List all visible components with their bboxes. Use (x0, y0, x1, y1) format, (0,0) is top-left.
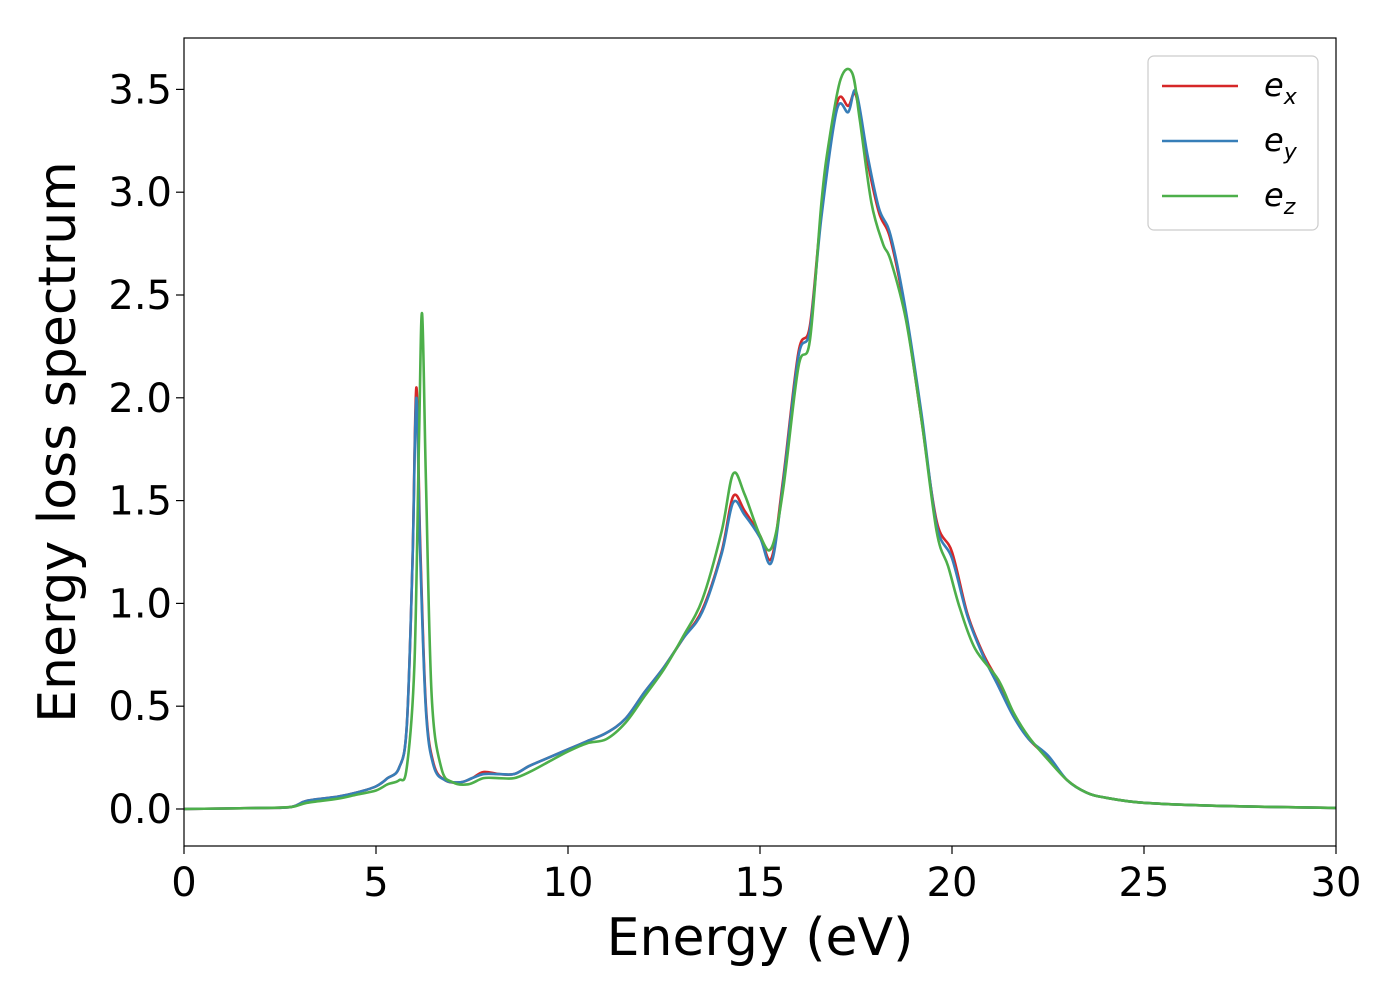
y-tick-label: 0.0 (108, 787, 172, 833)
y-axis-ticks: 0.0 0.5 1.0 1.5 2.0 2.5 3.0 3.5 (108, 67, 184, 833)
x-axis-ticks: 0 5 10 15 20 25 30 (171, 846, 1361, 906)
x-tick-label: 30 (1311, 860, 1362, 906)
legend-label-ez: ez (1264, 176, 1296, 220)
y-tick-label: 2.5 (108, 273, 172, 319)
x-tick-label: 5 (363, 860, 388, 906)
x-tick-label: 0 (171, 860, 196, 906)
legend-box (1147, 55, 1319, 231)
x-tick-label: 10 (543, 860, 594, 906)
x-axis-label: Energy (eV) (607, 908, 914, 968)
x-tick-label: 20 (927, 860, 978, 906)
legend-label-ex: ex (1264, 66, 1298, 110)
y-tick-label: 1.5 (108, 479, 172, 525)
legend: ex ey ez (1147, 55, 1319, 231)
series-line-ey (183, 88, 1337, 811)
y-axis-label: Energy loss spectrum (28, 161, 88, 723)
y-tick-label: 1.0 (108, 581, 172, 627)
series-line-ez (183, 67, 1337, 811)
x-tick-label: 15 (735, 860, 786, 906)
y-tick-label: 0.5 (108, 684, 172, 730)
y-tick-label: 3.5 (108, 67, 172, 113)
y-tick-label: 2.0 (108, 376, 172, 422)
series-layer (183, 67, 1337, 811)
legend-label-ey: ey (1264, 121, 1298, 165)
x-tick-label: 25 (1119, 860, 1170, 906)
y-tick-label: 3.0 (108, 170, 172, 216)
